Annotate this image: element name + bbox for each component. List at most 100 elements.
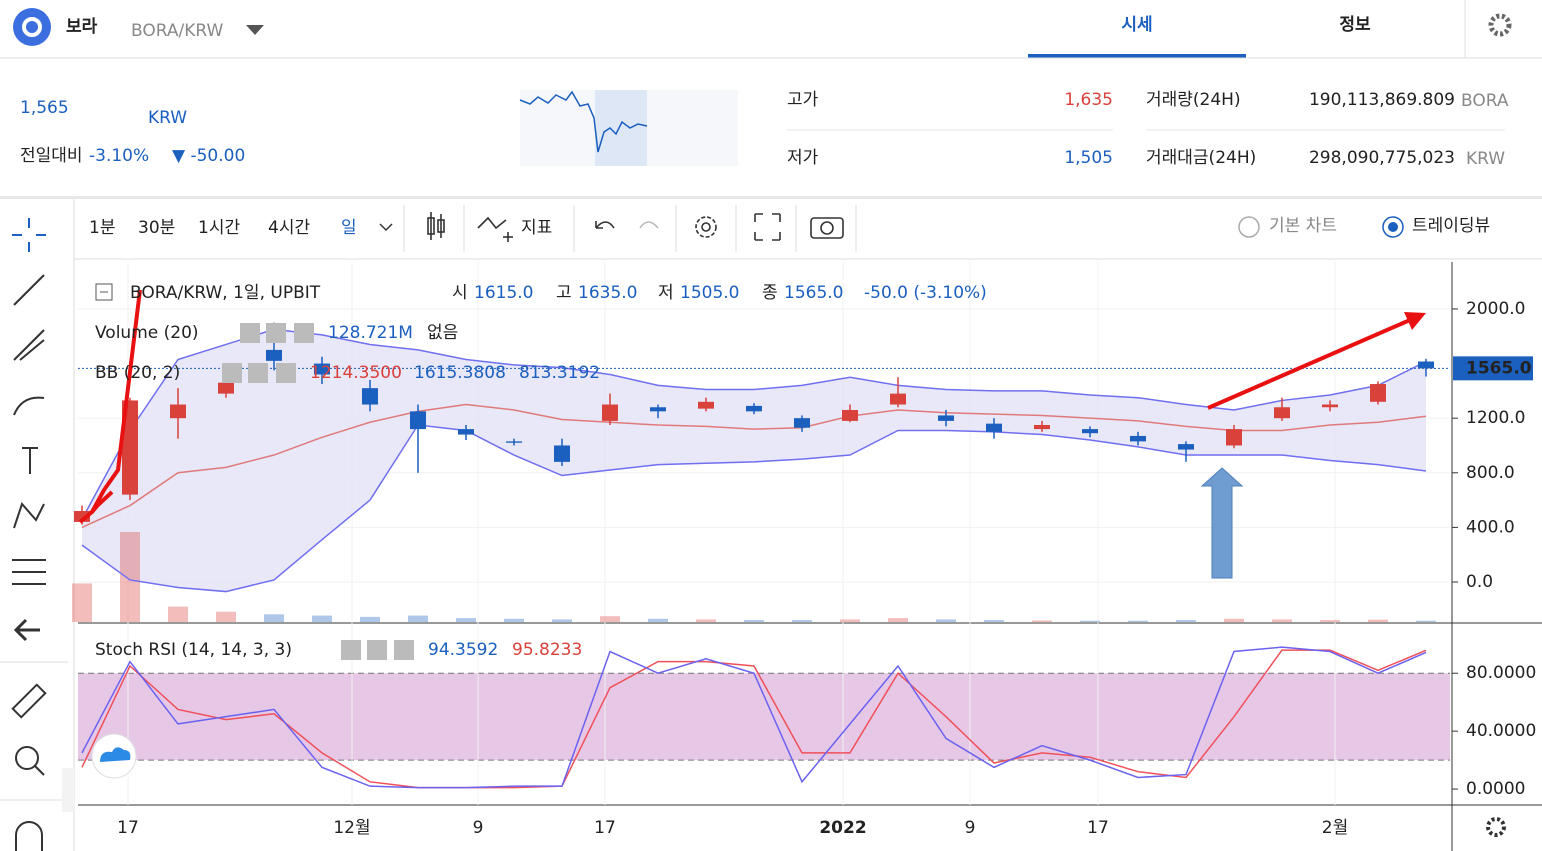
x-tick-label: 9 xyxy=(473,818,484,838)
separators xyxy=(403,205,857,252)
candle-body xyxy=(1418,361,1434,369)
candle-body xyxy=(986,423,1002,432)
stoch-band xyxy=(78,673,1450,761)
drawing-tools[interactable] xyxy=(0,218,68,851)
volume-bar xyxy=(1224,618,1244,622)
legend-symbol[interactable]: BORA/KRW, 1일, UPBIT xyxy=(130,283,321,303)
volume-bar xyxy=(792,620,812,622)
x-tick-label: 12월 xyxy=(333,818,370,838)
volume-bar xyxy=(600,616,620,622)
last-price-label: 1565.0 xyxy=(1466,358,1532,378)
stoch-d xyxy=(81,649,1427,789)
interval[interactable]: 일 xyxy=(341,218,357,238)
annotation-arrow xyxy=(1200,467,1244,579)
collapse-legend[interactable] xyxy=(95,283,113,301)
candle-body xyxy=(554,445,570,462)
stat-unit: BORA xyxy=(1461,91,1509,111)
x-tick-label: 2022 xyxy=(819,818,866,838)
interval[interactable]: 4시간 xyxy=(268,218,310,238)
stat-label: 저가 xyxy=(787,148,819,168)
stat-value: 298,090,775,023 xyxy=(1309,148,1455,168)
change-label: 전일대비 xyxy=(20,146,83,166)
view-option[interactable]: 기본 차트 xyxy=(1269,216,1337,236)
candle-body xyxy=(1082,429,1098,434)
x-tick-label: 17 xyxy=(594,818,616,838)
axis-settings[interactable] xyxy=(1486,817,1506,837)
candle-body xyxy=(1322,404,1338,408)
candle-body xyxy=(362,388,378,405)
candle-body xyxy=(1178,444,1194,450)
interval[interactable]: 1분 xyxy=(89,218,115,238)
tab[interactable]: 정보 xyxy=(1339,15,1371,35)
legend-value: -50.0 (-3.10%) xyxy=(864,283,987,303)
volume-bar xyxy=(1416,620,1436,622)
indicator-name[interactable]: Volume (20) xyxy=(95,323,199,343)
change-pct: -3.10% xyxy=(89,146,149,166)
legend-label: 종 xyxy=(762,283,778,303)
legend-value: 1565.0 xyxy=(784,283,843,303)
indicator-name[interactable]: BB (20, 2) xyxy=(95,363,180,383)
candle-body xyxy=(938,415,954,421)
volume-bar xyxy=(1080,620,1100,622)
volume-bar xyxy=(552,619,572,622)
dropdown[interactable] xyxy=(246,25,264,35)
volume-bar xyxy=(168,606,188,622)
stat-label: 거래대금(24H) xyxy=(1146,148,1256,168)
x-tick-label: 9 xyxy=(965,818,976,838)
legend-buttons[interactable] xyxy=(222,323,414,660)
stoch-k xyxy=(81,646,1427,789)
volume-bar xyxy=(744,620,764,622)
legend-value: 1505.0 xyxy=(680,283,739,303)
price-unit: KRW xyxy=(148,108,187,128)
view-option[interactable]: 트레이딩뷰 xyxy=(1412,216,1490,236)
legend-value: 1635.0 xyxy=(578,283,637,303)
toolbar-icons[interactable] xyxy=(427,212,844,242)
radio[interactable] xyxy=(1238,216,1260,238)
volume-bar xyxy=(936,619,956,622)
volume-bar xyxy=(648,618,668,622)
stat-label: 고가 xyxy=(787,90,819,110)
candle-body xyxy=(458,429,474,435)
candle-body xyxy=(74,511,90,522)
interval[interactable]: 30분 xyxy=(138,218,175,238)
y2-tick-label: 0.0000 xyxy=(1466,779,1525,799)
y2-tick-label: 40.0000 xyxy=(1466,721,1536,741)
candle-body xyxy=(890,393,906,405)
volume-bar xyxy=(1032,620,1052,622)
tab[interactable]: 시세 xyxy=(1121,15,1152,35)
volume-bar xyxy=(216,611,236,622)
collapse[interactable] xyxy=(62,768,74,812)
indicator-value: 813.3192 xyxy=(519,363,600,383)
last-price-tag xyxy=(1453,356,1533,381)
settings[interactable] xyxy=(1488,13,1512,37)
y2-tick-label: 80.0000 xyxy=(1466,663,1536,683)
candle-body xyxy=(410,411,426,430)
candle-body xyxy=(170,404,186,419)
annotation-arrow xyxy=(78,289,142,524)
tab-underline xyxy=(1028,54,1246,58)
legend-label: 고 xyxy=(556,283,572,303)
change-abs: ▼ -50.00 xyxy=(172,146,245,166)
candle-body xyxy=(842,409,858,421)
stat-value: 1,635 xyxy=(1064,90,1113,110)
watermark-logo xyxy=(100,747,131,762)
indicator-button[interactable]: 지표 xyxy=(521,218,552,238)
radio-dot xyxy=(1388,222,1398,232)
dropdown[interactable] xyxy=(379,223,393,232)
y-tick-label: 0.0 xyxy=(1466,572,1493,592)
indicator-name[interactable]: Stoch RSI (14, 14, 3, 3) xyxy=(95,640,292,660)
volume-bar xyxy=(360,616,380,622)
radio[interactable] xyxy=(1382,216,1404,238)
interval[interactable]: 1시간 xyxy=(198,218,240,238)
volume-bar xyxy=(312,615,332,622)
stat-value: 1,505 xyxy=(1064,148,1113,168)
sparkline xyxy=(519,90,648,153)
volume-bar xyxy=(120,532,140,622)
candle-body xyxy=(650,407,666,412)
x-tick-label: 17 xyxy=(1087,818,1109,838)
candle-body xyxy=(1370,384,1386,402)
stat-value: 190,113,869.809 xyxy=(1309,90,1455,110)
y-tick-label: 1200.0 xyxy=(1466,408,1525,428)
candle-body xyxy=(506,441,522,443)
